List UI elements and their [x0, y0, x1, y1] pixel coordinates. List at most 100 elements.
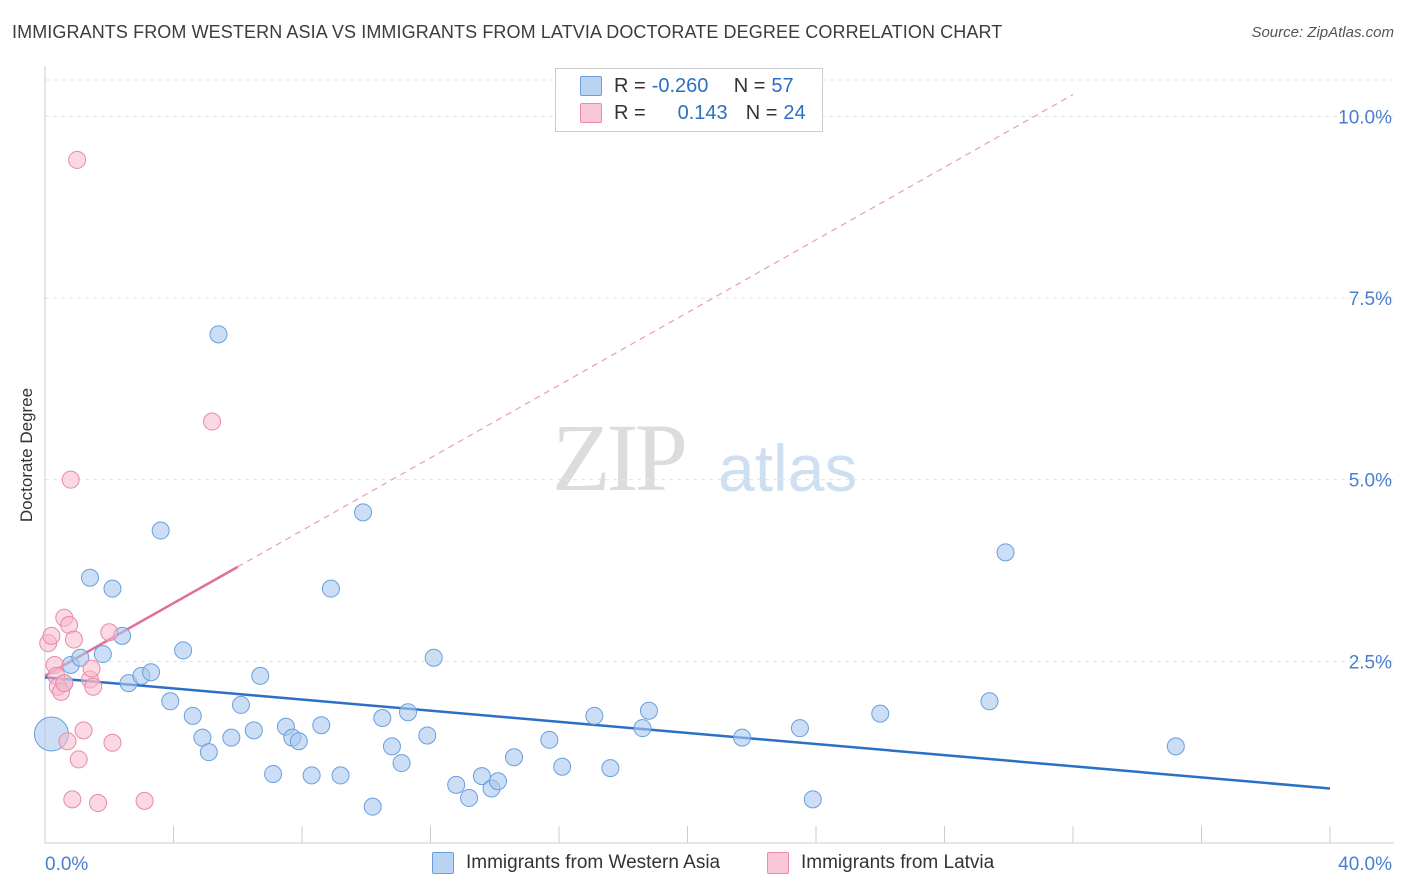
legend-swatch-blue: [580, 76, 602, 96]
data-point-western-asia: [183, 706, 202, 725]
legend-swatch-blue: [432, 852, 454, 874]
data-point-western-asia: [392, 754, 411, 773]
legend-swatch-pink: [580, 103, 602, 123]
data-point-western-asia: [93, 645, 112, 664]
data-point-western-asia: [871, 704, 890, 723]
data-point-western-asia: [142, 663, 161, 682]
data-point-western-asia: [199, 743, 218, 762]
watermark-atlas: atlas: [718, 431, 858, 505]
data-point-western-asia: [447, 775, 466, 794]
data-point-western-asia: [1166, 737, 1185, 756]
legend-label-latvia: Immigrants from Latvia: [801, 852, 995, 873]
y-tick-label: 7.5%: [1349, 289, 1392, 310]
data-point-western-asia: [553, 757, 572, 776]
series-latvia-points: [39, 150, 222, 813]
data-point-western-asia: [733, 728, 752, 747]
data-point-western-asia: [488, 772, 507, 791]
legend-n-value: 57: [771, 74, 794, 97]
data-point-western-asia: [302, 766, 321, 785]
tick-labels: 2.5% 5.0% 7.5% 10.0% 0.0% 40.0%: [45, 107, 1392, 875]
data-point-western-asia: [222, 728, 241, 747]
legend-item-western-asia: Immigrants from Western Asia: [432, 852, 720, 874]
data-point-western-asia: [639, 701, 658, 720]
data-point-western-asia: [399, 703, 418, 722]
series-western-asia-points: [33, 325, 1185, 816]
legend-row-latvia: R = 0.143 N = 24: [580, 101, 806, 125]
data-point-western-asia: [264, 764, 283, 783]
data-point-western-asia: [174, 641, 193, 660]
data-point-western-asia: [790, 719, 809, 738]
data-point-western-asia: [161, 692, 180, 711]
data-point-western-asia: [244, 721, 263, 740]
legend-n-label: N =: [745, 101, 778, 124]
data-point-western-asia: [289, 732, 308, 751]
data-point-western-asia: [363, 797, 382, 816]
data-point-western-asia: [633, 719, 652, 738]
data-point-western-asia: [251, 666, 270, 685]
data-point-latvia: [68, 150, 87, 169]
data-point-western-asia: [424, 648, 443, 667]
data-point-western-asia: [980, 692, 999, 711]
y-tick-label: 2.5%: [1349, 652, 1392, 673]
chart-title: IMMIGRANTS FROM WESTERN ASIA VS IMMIGRAN…: [12, 22, 1003, 42]
data-point-western-asia: [472, 767, 491, 786]
data-point-western-asia: [601, 759, 620, 778]
data-point-western-asia: [231, 695, 250, 714]
legend-r-label: R =: [614, 101, 646, 124]
data-point-western-asia: [505, 748, 524, 767]
data-point-western-asia: [540, 730, 559, 749]
data-point-western-asia: [803, 790, 822, 809]
legend-item-latvia: Immigrants from Latvia: [767, 852, 994, 874]
axes: [44, 66, 1394, 844]
correlation-legend: R = -0.260 N = 57 R = 0.143 N = 24: [555, 68, 823, 132]
x-tick-label: 40.0%: [1338, 854, 1392, 875]
legend-label-western-asia: Immigrants from Western Asia: [466, 852, 721, 873]
data-point-western-asia: [373, 709, 392, 728]
data-point-western-asia: [103, 579, 122, 598]
x-tick-label: 0.0%: [45, 854, 88, 875]
data-point-western-asia: [354, 503, 373, 522]
data-point-western-asia: [460, 788, 479, 807]
watermark-zip: ZIP: [552, 404, 688, 511]
legend-n-label: N =: [733, 74, 766, 97]
data-point-latvia: [69, 750, 88, 769]
source-label: Source: ZipAtlas.com: [1251, 24, 1394, 41]
legend-n-value: 24: [783, 101, 806, 124]
grid-lines: [45, 79, 1394, 662]
data-point-latvia: [84, 677, 103, 696]
data-point-latvia: [203, 412, 222, 431]
data-point-latvia: [74, 721, 93, 740]
data-point-western-asia: [331, 766, 350, 785]
legend-row-western-asia: R = -0.260 N = 57: [580, 74, 794, 98]
y-tick-label: 10.0%: [1338, 107, 1392, 128]
data-point-latvia: [100, 623, 119, 642]
legend-r-value: -0.260: [651, 74, 709, 97]
trend-extension-latvia: [237, 94, 1074, 568]
data-point-latvia: [103, 733, 122, 752]
data-point-latvia: [58, 732, 77, 751]
legend-swatch-pink: [767, 852, 789, 874]
data-point-western-asia: [80, 568, 99, 587]
data-point-western-asia: [321, 579, 340, 598]
series-legend: Immigrants from Western Asia Immigrants …: [0, 852, 1406, 876]
data-point-latvia: [55, 674, 74, 693]
y-tick-label: 5.0%: [1349, 471, 1392, 492]
trend-lines: [44, 94, 1331, 790]
data-point-western-asia: [71, 648, 90, 667]
data-point-latvia: [64, 630, 83, 649]
data-point-western-asia: [209, 325, 228, 344]
data-point-latvia: [89, 794, 108, 813]
data-point-western-asia: [312, 716, 331, 735]
data-point-western-asia: [996, 543, 1015, 562]
trend-line-western-asia: [44, 676, 1331, 790]
data-point-western-asia: [382, 737, 401, 756]
data-point-western-asia: [151, 521, 170, 540]
data-point-western-asia: [418, 726, 437, 745]
data-point-latvia: [82, 659, 101, 678]
legend-r-label: R =: [614, 74, 646, 97]
data-point-latvia: [42, 626, 61, 645]
data-point-latvia: [61, 470, 80, 489]
legend-r-value: 0.143: [677, 101, 728, 124]
data-point-latvia: [135, 791, 154, 810]
